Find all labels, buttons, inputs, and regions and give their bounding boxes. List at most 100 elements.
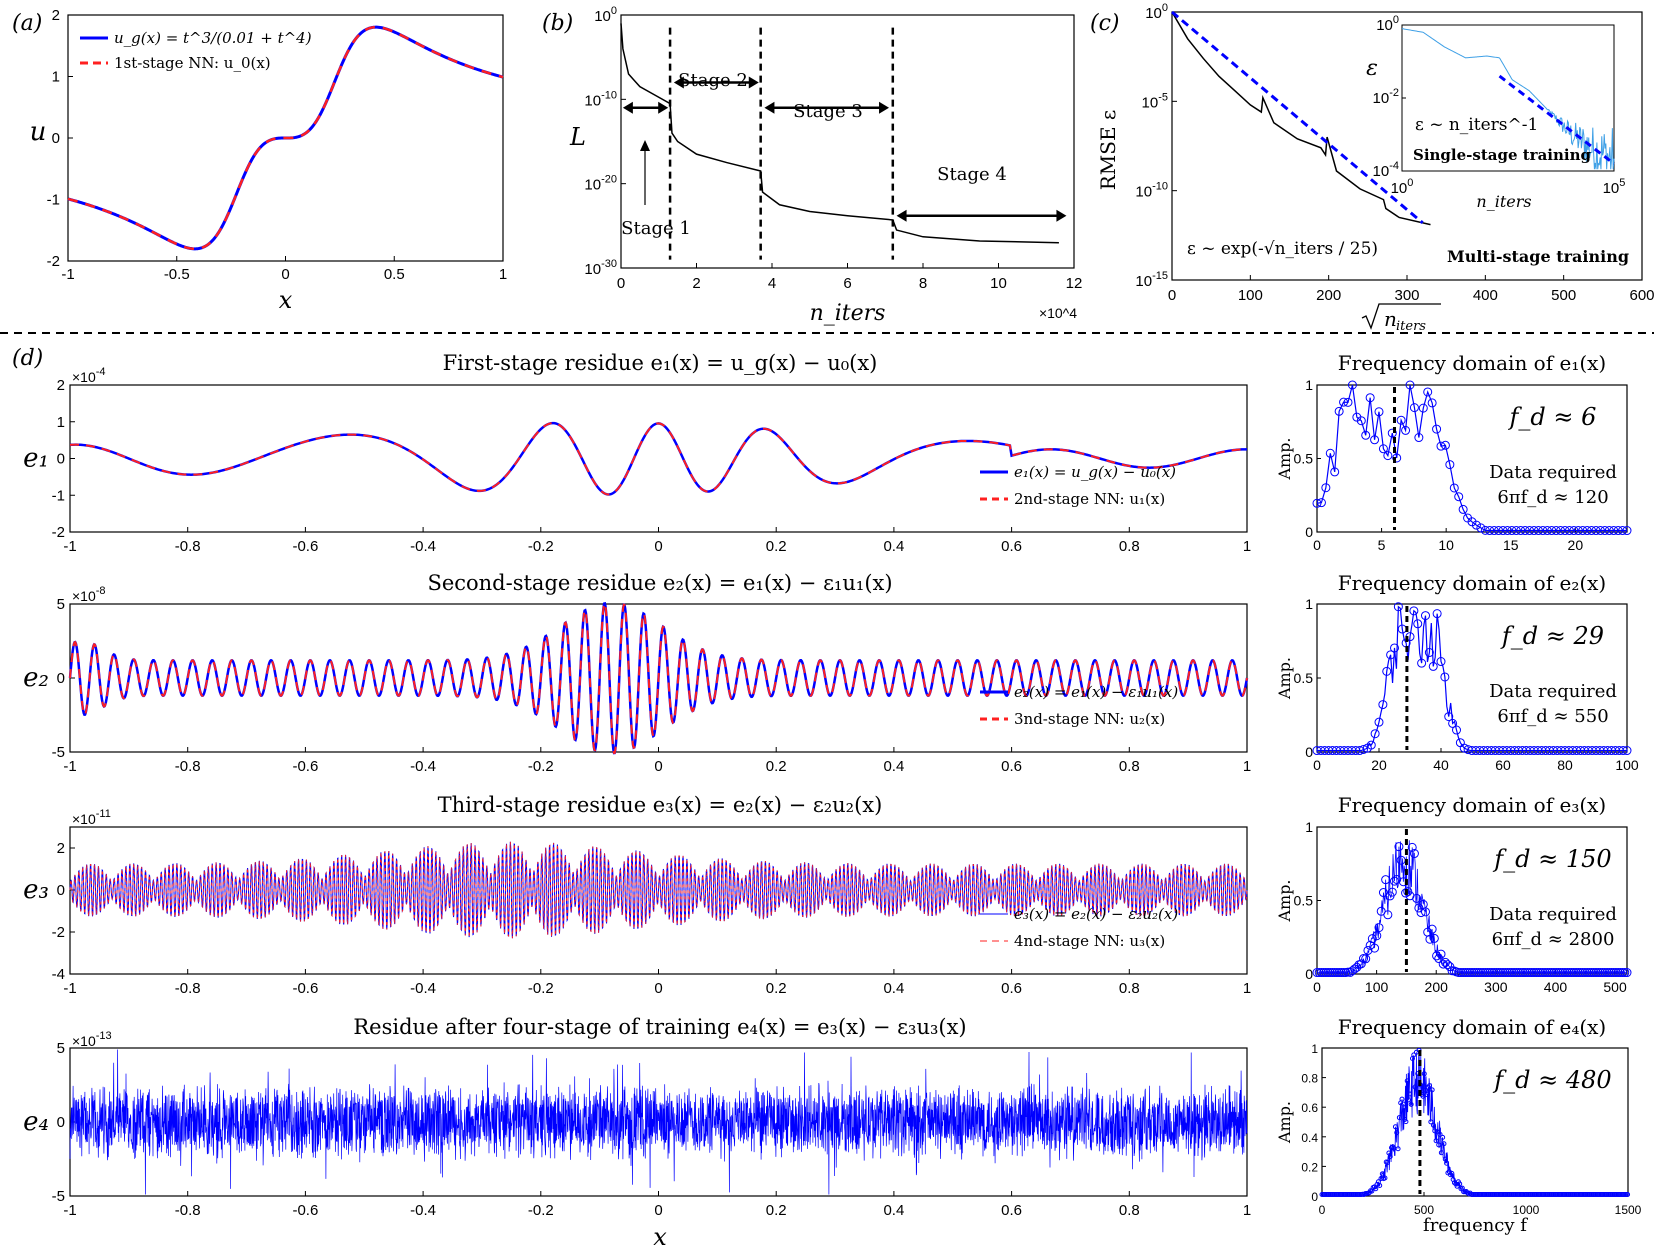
d4-xtick-label: 0.8 bbox=[1119, 1202, 1140, 1219]
f3-spectrum-marker bbox=[1485, 968, 1495, 978]
f3-spectrum-marker bbox=[1607, 968, 1616, 978]
f4-spectrum-marker bbox=[1424, 1092, 1430, 1098]
f2-spectrum-marker bbox=[1432, 609, 1442, 619]
f1-spectrum-marker bbox=[1356, 416, 1366, 426]
d1-xtick-label: 0.8 bbox=[1119, 538, 1140, 555]
d1-series-residue bbox=[69, 421, 1248, 496]
d1-series-nn bbox=[69, 422, 1248, 496]
f2-ytick-label: 0.5 bbox=[1294, 670, 1314, 686]
f3-spectrum-marker bbox=[1416, 908, 1426, 918]
d2-series-nn bbox=[69, 602, 1248, 755]
d4-xtick-label: 0.2 bbox=[766, 1202, 787, 1219]
d1-xtick-label: -0.8 bbox=[175, 538, 201, 555]
f2-spectrum-marker bbox=[1413, 619, 1423, 629]
d2-y-multiplier: ×10-8 bbox=[72, 585, 106, 604]
f3-spectrum-marker bbox=[1438, 959, 1448, 969]
f3-spectrum-marker bbox=[1403, 887, 1413, 897]
f1-spectrum-marker bbox=[1551, 526, 1561, 536]
d4-series-residue bbox=[69, 1049, 1248, 1195]
f1-fd-label: f_d ≈ 6 bbox=[1508, 403, 1597, 431]
d1-ytick-label: -1 bbox=[52, 487, 65, 504]
f3-spectrum-marker bbox=[1443, 960, 1453, 970]
f3-spectrum-marker bbox=[1518, 968, 1528, 978]
f1-spectrum-marker bbox=[1387, 428, 1397, 438]
d4-xtick-label: 1 bbox=[1243, 1202, 1251, 1219]
d1-xtick-label: 1 bbox=[1243, 538, 1251, 555]
f3-spectrum-marker bbox=[1525, 968, 1535, 978]
f1-ytick-label: 1 bbox=[1305, 377, 1313, 393]
f3-spectrum-marker bbox=[1553, 968, 1563, 978]
d2-ytick-label: 5 bbox=[57, 596, 65, 613]
f1-spectrum-marker bbox=[1516, 526, 1526, 536]
f1-spectrum-marker bbox=[1330, 467, 1340, 477]
f1-spectrum-marker bbox=[1564, 526, 1574, 536]
f4-ytick-label: 0.6 bbox=[1301, 1101, 1318, 1115]
b-xtick-label: 2 bbox=[692, 275, 700, 292]
f2-data-required-label: Data required bbox=[1489, 681, 1617, 702]
f3-spectrum-marker bbox=[1611, 968, 1621, 978]
d4-xtick-label: -0.8 bbox=[175, 1202, 201, 1219]
b-arrow-stage3-head-left bbox=[764, 101, 775, 114]
d4-ytick-label: 0 bbox=[57, 1114, 65, 1131]
f3-spectrum-marker bbox=[1476, 968, 1486, 978]
f3-spectrum-marker bbox=[1480, 968, 1490, 978]
f1-spectrum-marker bbox=[1321, 483, 1331, 493]
f4-ytick-label: 0 bbox=[1311, 1190, 1318, 1204]
f4-spectrum-marker bbox=[1411, 1052, 1417, 1058]
c-inset-xtick-label: 105 bbox=[1603, 177, 1626, 197]
f3-spectrum-marker bbox=[1531, 968, 1541, 978]
a-xtick-label: 1 bbox=[499, 266, 507, 283]
f1-spectrum-line bbox=[1316, 384, 1627, 532]
a-xtick-label: 0 bbox=[281, 266, 289, 283]
f1-spectrum-marker bbox=[1604, 526, 1614, 536]
f4-spectrum-marker bbox=[1385, 1160, 1391, 1166]
f3-spectrum-marker bbox=[1602, 968, 1612, 978]
c-inset-series-rmse bbox=[1401, 28, 1615, 170]
f4-spectrum-marker bbox=[1625, 1192, 1631, 1198]
d3-ylabel: e₃ bbox=[23, 875, 49, 905]
f3-spectrum-marker bbox=[1569, 968, 1579, 978]
f1-spectrum-marker bbox=[1525, 526, 1535, 536]
d3-xtick-label: -0.4 bbox=[410, 980, 436, 997]
f3-spectrum-marker bbox=[1509, 968, 1519, 978]
f3-fd-label: f_d ≈ 150 bbox=[1492, 845, 1611, 873]
f1-spectrum-marker bbox=[1454, 492, 1464, 502]
f3-xtick-label: 200 bbox=[1425, 979, 1449, 995]
c-ytick-label: 10-5 bbox=[1142, 91, 1168, 111]
f1-ytick-label: 0 bbox=[1305, 524, 1313, 540]
f3-spectrum-marker bbox=[1514, 968, 1523, 978]
f4-spectrum-marker bbox=[1412, 1084, 1418, 1090]
f2-xtick-label: 20 bbox=[1371, 757, 1387, 773]
f3-spectrum-marker bbox=[1562, 968, 1572, 978]
f4-spectrum-marker bbox=[1373, 1186, 1379, 1192]
f3-spectrum-marker bbox=[1507, 968, 1517, 978]
f1-xtick-label: 10 bbox=[1438, 537, 1454, 553]
f4-spectrum-marker bbox=[1437, 1131, 1443, 1137]
c-ylabel: RMSE ε bbox=[1096, 110, 1120, 191]
c-xtick-label: 400 bbox=[1473, 287, 1498, 304]
d3-legend-label-residue: e₃(x) = e₂(x) − ε₂u₂(x) bbox=[1014, 905, 1178, 923]
f1-spectrum-marker bbox=[1339, 397, 1349, 407]
f3-spectrum-marker bbox=[1489, 968, 1499, 978]
f4-spectrum-marker bbox=[1427, 1083, 1433, 1089]
f3-spectrum-marker bbox=[1394, 842, 1404, 852]
d1-xtick-label: -0.4 bbox=[410, 538, 436, 555]
f1-spectrum-marker bbox=[1547, 526, 1557, 536]
f1-spectrum-marker bbox=[1485, 526, 1495, 536]
f3-spectrum-marker bbox=[1613, 968, 1623, 978]
f1-spectrum-marker bbox=[1432, 424, 1442, 434]
f3-spectrum-marker bbox=[1483, 968, 1492, 978]
f1-xtick-label: 15 bbox=[1503, 537, 1519, 553]
c-inset-singlestage-label: Single-stage training bbox=[1413, 146, 1591, 164]
d4-ytick-label: -5 bbox=[52, 1188, 65, 1205]
f3-spectrum-marker bbox=[1312, 968, 1322, 978]
f1-spectrum-marker bbox=[1587, 526, 1597, 536]
d1-xtick-label: 0 bbox=[654, 538, 662, 555]
f3-spectrum-marker bbox=[1604, 968, 1614, 978]
f3-spectrum-marker bbox=[1316, 968, 1326, 978]
f1-spectrum-marker bbox=[1569, 526, 1579, 536]
f3-spectrum-marker bbox=[1454, 968, 1464, 978]
c-fit-label: ε ~ exp(-√n_iters / 25) bbox=[1187, 239, 1378, 259]
d1-legend-label-residue: e₁(x) = u_g(x) − u₀(x) bbox=[1014, 463, 1176, 481]
